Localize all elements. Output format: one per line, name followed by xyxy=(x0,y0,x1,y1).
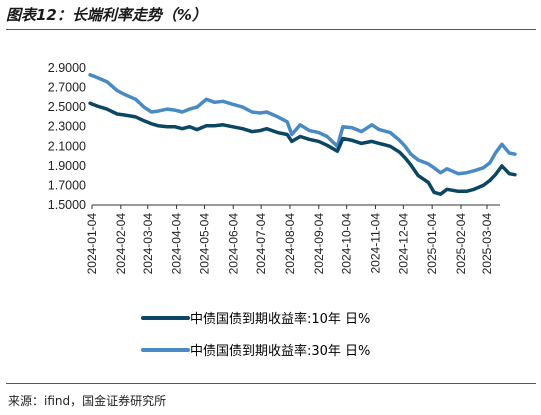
x-tick-label: 2024-07-04 xyxy=(254,213,268,275)
legend-label-10y: 中债国债到期收益率:10年 日% xyxy=(190,311,370,327)
source-note: 来源：ifind，国金证券研究所 xyxy=(8,394,167,408)
y-axis: 2.9000 2.7000 2.5000 2.3000 2.1000 1.9000 1.70… xyxy=(48,61,86,212)
chart-title: 图表12：长端利率走势（%） xyxy=(6,6,207,24)
series-line-30y xyxy=(88,73,517,176)
x-tick-label: 2024-10-04 xyxy=(340,213,354,275)
x-tick-label: 2024-08-04 xyxy=(283,213,297,275)
x-tick-label: 2024-02-04 xyxy=(114,213,128,275)
source-divider xyxy=(6,383,536,384)
x-tick-label: 2024-09-04 xyxy=(312,213,326,275)
y-tick-label: 2.5000 xyxy=(48,100,86,114)
y-tick-label: 1.5000 xyxy=(48,198,86,212)
x-axis: 2024-01-04 2024-02-04 2024-03-04 2024-04-04… xyxy=(85,204,500,275)
x-tick-label: 2024-06-04 xyxy=(226,213,240,275)
x-tick-label: 2024-05-04 xyxy=(197,213,211,275)
x-tick-label: 2025-01-04 xyxy=(425,213,439,275)
series-line-10y xyxy=(88,101,517,196)
line-chart: 2.9000 2.7000 2.5000 2.3000 2.1000 1.9000 1.70… xyxy=(48,61,517,359)
y-tick-label: 2.3000 xyxy=(48,120,86,134)
y-tick-label: 2.9000 xyxy=(48,61,86,75)
x-tick-label: 2025-02-04 xyxy=(454,213,468,275)
x-tick-label: 2024-03-04 xyxy=(141,213,155,275)
y-tick-label: 2.1000 xyxy=(48,139,86,153)
x-tick-label: 2024-04-04 xyxy=(170,213,184,275)
x-tick-label: 2024-01-04 xyxy=(85,213,99,275)
x-tick-label: 2024-11-04 xyxy=(368,213,382,274)
y-tick-label: 2.7000 xyxy=(48,81,86,95)
series-group xyxy=(88,73,517,196)
y-tick-label: 1.7000 xyxy=(48,178,86,192)
x-tick-label: 2024-12-04 xyxy=(396,213,410,275)
y-tick-label: 1.9000 xyxy=(48,159,86,173)
legend-label-30y: 中债国债到期收益率:30年 日% xyxy=(190,343,370,359)
title-divider xyxy=(6,29,536,30)
x-tick-label: 2025-03-04 xyxy=(480,213,494,275)
legend: 中债国债到期收益率:10年 日% 中债国债到期收益率:30年 日% xyxy=(141,311,370,359)
